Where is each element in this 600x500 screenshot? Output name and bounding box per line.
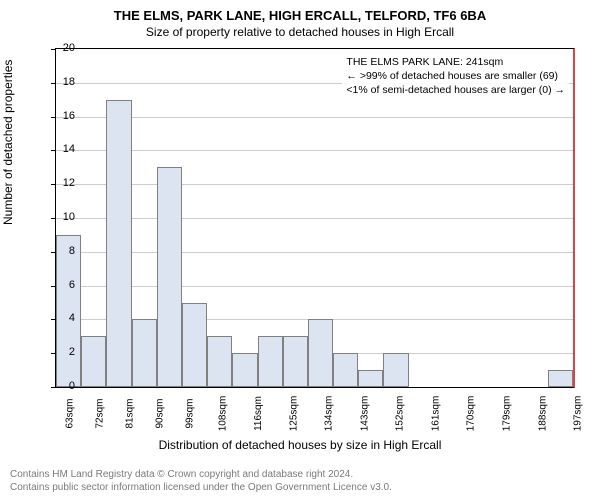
bar (157, 167, 182, 387)
bar (333, 353, 358, 387)
bar (358, 370, 383, 387)
x-tick-label: 125sqm (288, 396, 299, 432)
x-tick-label: 72sqm (95, 398, 106, 428)
y-tick-label: 16 (50, 110, 75, 122)
annotation-line2: ← >99% of detached houses are smaller (6… (346, 69, 565, 83)
x-tick-label: 63sqm (65, 398, 76, 428)
chart-container: THE ELMS, PARK LANE, HIGH ERCALL, TELFOR… (0, 0, 600, 500)
y-tick-label: 2 (50, 346, 75, 358)
bar (283, 336, 308, 387)
y-tick-label: 6 (50, 279, 75, 291)
bar (308, 319, 333, 387)
bar (56, 235, 81, 387)
y-tick-label: 12 (50, 177, 75, 189)
x-tick-label: 188sqm (537, 396, 548, 432)
y-tick-label: 18 (50, 76, 75, 88)
x-tick-label: 197sqm (572, 396, 583, 432)
bar (383, 353, 408, 387)
bar (182, 303, 207, 388)
bar (258, 336, 283, 387)
x-tick-labels: 63sqm72sqm81sqm90sqm99sqm108sqm116sqm125… (55, 390, 575, 401)
x-tick-label: 152sqm (395, 396, 406, 432)
plot-area: THE ELMS PARK LANE: 241sqm ← >99% of det… (55, 48, 575, 388)
y-tick-label: 4 (50, 312, 75, 324)
bar (81, 336, 106, 387)
y-tick-label: 14 (50, 143, 75, 155)
bar (132, 319, 157, 387)
x-tick-label: 90sqm (155, 398, 166, 428)
x-tick-label: 143sqm (359, 396, 370, 432)
x-axis-title: Distribution of detached houses by size … (0, 438, 600, 452)
footer-line2: Contains public sector information licen… (10, 481, 392, 494)
bar (548, 370, 573, 387)
annotation-line1: THE ELMS PARK LANE: 241sqm (346, 55, 565, 69)
chart-title-main: THE ELMS, PARK LANE, HIGH ERCALL, TELFOR… (0, 0, 600, 23)
footer-text: Contains HM Land Registry data © Crown c… (10, 468, 392, 494)
bars-group (56, 49, 573, 387)
x-tick-label: 81sqm (125, 398, 136, 428)
annotation-line3: <1% of semi-detached houses are larger (… (346, 83, 565, 97)
x-tick-label: 170sqm (466, 396, 477, 432)
y-tick-label: 8 (50, 245, 75, 257)
bar (207, 336, 232, 387)
x-tick-label: 161sqm (430, 396, 441, 432)
x-tick-label: 179sqm (501, 396, 512, 432)
bar (106, 100, 131, 387)
y-axis-title: Number of detached properties (1, 60, 15, 225)
footer-line1: Contains HM Land Registry data © Crown c… (10, 468, 392, 481)
x-tick-label: 134sqm (323, 396, 334, 432)
y-tick-label: 10 (50, 211, 75, 223)
chart-title-sub: Size of property relative to detached ho… (0, 23, 600, 39)
x-tick-label: 99sqm (185, 398, 196, 428)
x-tick-label: 108sqm (217, 396, 228, 432)
bar (232, 353, 257, 387)
y-tick-label: 20 (50, 42, 75, 54)
x-tick-label: 116sqm (253, 396, 264, 431)
annotation-box: THE ELMS PARK LANE: 241sqm ← >99% of det… (342, 53, 569, 100)
